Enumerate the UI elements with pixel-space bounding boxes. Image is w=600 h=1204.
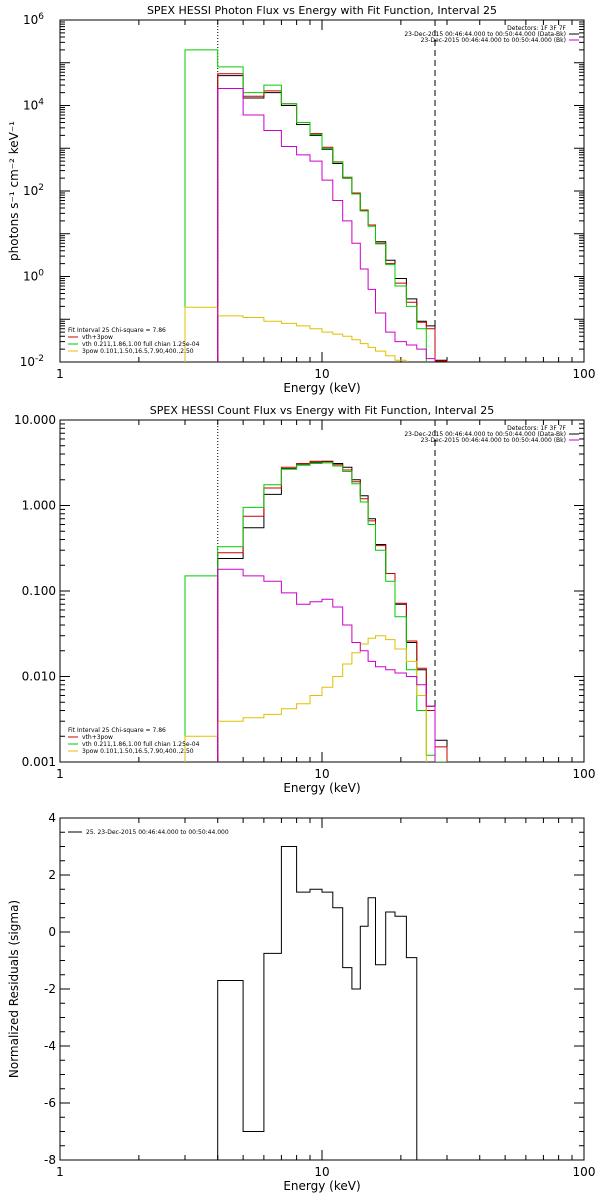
y-tick-label: 0 [48, 925, 56, 939]
panel-1: 1 10 100 10-2 100 102 104 106 SPEX HESSI Photon … [7, 4, 595, 395]
legend-bottom-text: vth 0.211,1.86,1.00 full chian 1.25e-04 [82, 341, 200, 348]
y-axis-label: Normalized Residuals (sigma) [7, 900, 21, 1078]
y-tick-label: 2 [48, 868, 56, 882]
x-tick-label: 1 [56, 367, 64, 381]
x-tick-label: 10 [314, 1165, 329, 1179]
y-tick-exponent: 4 [38, 98, 44, 108]
series-3pow [184, 635, 436, 762]
series-data-bk [217, 75, 448, 362]
y-tick-label: 100 [23, 269, 44, 284]
series-bk [217, 568, 436, 762]
legend-bottom-text: vth+3pow [82, 334, 113, 341]
y-tick-label: 10.000 [14, 413, 56, 427]
y-tick-label: 104 [23, 98, 44, 113]
legend-bottom-text: Fit Interval 25 Chi-square = 7.86 [68, 727, 166, 734]
y-tick-label: 0.010 [22, 670, 56, 684]
series-residuals [217, 846, 418, 1160]
legend-top-text: 23-Dec-2015 00:46:44.000 to 00:50:44.000… [404, 431, 566, 438]
legend-top-text: Detectors: 1F 3F 7F [507, 425, 566, 432]
data-area [184, 49, 448, 362]
legend-top-text: 25. 23-Dec-2015 00:46:44.000 to 00:50:44… [86, 829, 229, 836]
legend-bottom-text: vth 0.211,1.86,1.00 full chian 1.25e-04 [82, 741, 200, 748]
legend-top-text: 23-Dec-2015 00:46:44.000 to 00:50:44.000… [421, 437, 566, 444]
x-tick-label: 1 [56, 1165, 64, 1179]
y-tick-label: -6 [44, 1096, 56, 1110]
legend-bottom-text: Fit Interval 25 Chi-square = 7.86 [68, 327, 166, 334]
series-bk [217, 88, 436, 362]
data-area [217, 846, 418, 1160]
chart-title: SPEX HESSI Photon Flux vs Energy with Fi… [147, 4, 497, 17]
x-axis-label: Energy (keV) [283, 1179, 360, 1193]
x-tick-label: 1 [56, 767, 64, 781]
x-tick-label: 100 [573, 367, 596, 381]
x-axis-label: Energy (keV) [283, 781, 360, 795]
legend-top-text: 23-Dec-2015 00:46:44.000 to 00:50:44.000… [421, 37, 566, 44]
chart-title: SPEX HESSI Count Flux vs Energy with Fit… [150, 404, 494, 417]
data-area [184, 460, 448, 762]
y-tick-exponent: 6 [38, 12, 44, 22]
series-vth-3pow [217, 460, 448, 762]
y-tick-label: 0.100 [22, 584, 56, 598]
plot-frame [59, 19, 585, 363]
y-tick-label: -8 [44, 1153, 56, 1167]
y-tick-label: 4 [48, 811, 56, 825]
legend-top-text: 23-Dec-2015 00:46:44.000 to 00:50:44.000… [404, 31, 566, 38]
legend-bottom-text: vth+3pow [82, 734, 113, 741]
y-tick-label: 10-2 [20, 354, 44, 369]
y-tick-label: 0.001 [22, 755, 56, 769]
x-tick-label: 100 [573, 767, 596, 781]
legend-top-text: Detectors: 1F 3F 7F [507, 25, 566, 32]
series-data-bk [217, 460, 448, 762]
plot-frame [59, 419, 585, 763]
y-axis-label: photons s⁻¹ cm⁻² keV⁻¹ [7, 121, 21, 261]
y-tick-exponent: 2 [38, 183, 44, 193]
legend-bottom-text: 3pow 0.101,1.50,16.5,7.90,400.,2.50 [82, 748, 194, 755]
legend-bottom-text: 3pow 0.101,1.50,16.5,7.90,400.,2.50 [82, 348, 194, 355]
x-tick-label: 100 [573, 1165, 596, 1179]
y-tick-label: 1.000 [22, 499, 56, 513]
series-vth [184, 462, 447, 762]
panel-3: 1 10 100 -8 -6 -4 -2 0 2 4 Energy (keV) Normalized … [7, 811, 595, 1193]
panel-2: 1 10 100 0.001 0.010 0.100 1.000 10.000 SPEX HES… [14, 404, 595, 795]
y-tick-label: -4 [44, 1039, 56, 1053]
x-axis-label: Energy (keV) [283, 381, 360, 395]
series-vth [184, 49, 448, 362]
plot-frame [59, 817, 585, 1161]
y-tick-label: 106 [23, 12, 44, 27]
y-tick-exponent: -2 [35, 354, 44, 364]
y-tick-label: -2 [44, 982, 56, 996]
y-tick-exponent: 0 [38, 269, 44, 279]
series-3pow [184, 306, 436, 362]
x-tick-label: 10 [314, 367, 329, 381]
series-vth-3pow [217, 73, 448, 362]
y-tick-label: 102 [23, 183, 44, 198]
x-tick-label: 10 [314, 767, 329, 781]
